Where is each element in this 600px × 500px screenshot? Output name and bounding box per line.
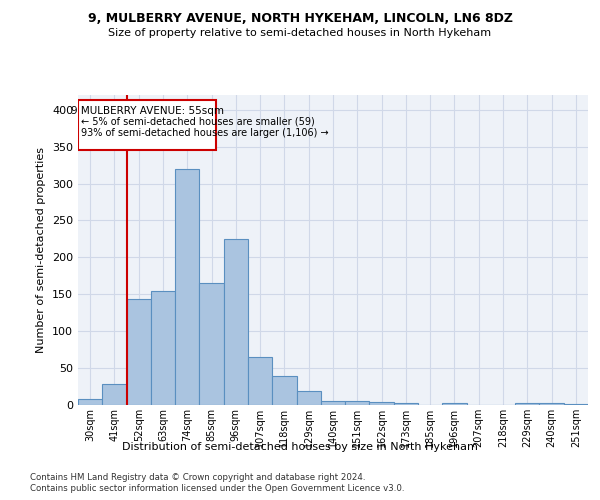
Bar	[345, 402, 370, 405]
Bar	[199, 283, 224, 405]
Text: 93% of semi-detached houses are larger (1,106) →: 93% of semi-detached houses are larger (…	[81, 128, 329, 138]
Bar	[442, 403, 467, 405]
Text: Distribution of semi-detached houses by size in North Hykeham: Distribution of semi-detached houses by …	[122, 442, 478, 452]
Bar	[564, 404, 588, 405]
Bar	[127, 298, 151, 405]
Y-axis label: Number of semi-detached properties: Number of semi-detached properties	[37, 147, 46, 353]
Bar	[248, 357, 272, 405]
Text: Size of property relative to semi-detached houses in North Hykeham: Size of property relative to semi-detach…	[109, 28, 491, 38]
Text: 9, MULBERRY AVENUE, NORTH HYKEHAM, LINCOLN, LN6 8DZ: 9, MULBERRY AVENUE, NORTH HYKEHAM, LINCO…	[88, 12, 512, 26]
Bar	[102, 384, 127, 405]
Bar	[321, 402, 345, 405]
Text: Contains HM Land Registry data © Crown copyright and database right 2024.: Contains HM Land Registry data © Crown c…	[30, 472, 365, 482]
Bar	[151, 290, 175, 405]
Text: Contains public sector information licensed under the Open Government Licence v3: Contains public sector information licen…	[30, 484, 404, 493]
Bar	[296, 391, 321, 405]
Text: 9 MULBERRY AVENUE: 55sqm: 9 MULBERRY AVENUE: 55sqm	[71, 106, 224, 116]
Bar	[272, 376, 296, 405]
Bar	[224, 239, 248, 405]
Bar	[370, 402, 394, 405]
Bar	[394, 403, 418, 405]
Bar	[175, 169, 199, 405]
Bar	[539, 403, 564, 405]
FancyBboxPatch shape	[78, 100, 217, 150]
Bar	[78, 399, 102, 405]
Text: ← 5% of semi-detached houses are smaller (59): ← 5% of semi-detached houses are smaller…	[81, 116, 314, 126]
Bar	[515, 403, 539, 405]
